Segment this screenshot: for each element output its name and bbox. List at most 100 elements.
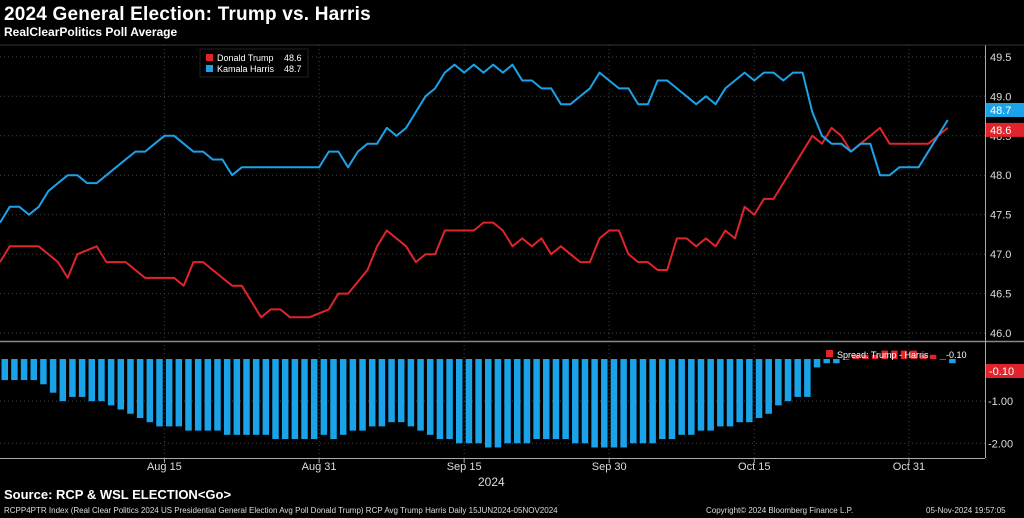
spread-bar — [765, 359, 772, 414]
spread-bar — [920, 354, 927, 360]
spread-bar — [630, 359, 637, 444]
spread-bar — [697, 359, 705, 431]
bottom-y-tick-label: -1.00 — [988, 396, 1013, 408]
spread-bar — [707, 359, 714, 431]
spread-bar — [581, 359, 589, 444]
spread-bar — [117, 359, 125, 410]
series-line — [0, 126, 949, 319]
spread-bar — [900, 350, 908, 360]
spread-bar — [165, 359, 173, 427]
bottom-y-tick-label: -2.00 — [988, 438, 1013, 450]
legend-value-spread: -0.10 — [946, 350, 967, 360]
spread-bar — [252, 359, 260, 435]
spread-bar — [175, 359, 183, 427]
x-tick-label: Aug 31 — [302, 461, 337, 473]
spread-bar — [49, 359, 57, 393]
spread-bar — [639, 359, 647, 444]
spread-bars — [1, 350, 956, 448]
last-value-tag — [986, 102, 1024, 117]
spread-bar — [891, 350, 898, 360]
spread-bar — [678, 359, 685, 435]
spread-bar — [397, 359, 405, 423]
spread-bar — [330, 359, 337, 440]
spread-bar — [339, 359, 347, 435]
spread-bar — [494, 359, 502, 448]
legend-value-harris: 48.7 — [284, 64, 302, 74]
spread-bar — [446, 359, 453, 440]
spread-bar — [301, 359, 308, 440]
x-tick-label: Sep 30 — [592, 461, 627, 473]
spread-bar — [688, 359, 695, 435]
spread-bar — [842, 359, 850, 361]
last-value-tag — [986, 364, 1024, 378]
spread-bar — [523, 359, 531, 444]
spread-bar — [291, 359, 299, 440]
spread-bar — [504, 359, 511, 444]
x-tick-label: Oct 15 — [738, 461, 770, 473]
spread-bar — [136, 359, 144, 418]
spread-bar — [736, 359, 743, 423]
spread-bar — [591, 359, 598, 448]
spread-bar — [910, 350, 917, 360]
top-y-tick-label: 47.0 — [990, 249, 1011, 261]
spread-bar — [543, 359, 550, 440]
spread-bar — [852, 354, 859, 360]
spread-bar — [455, 359, 463, 444]
chart-subtitle: RealClearPolitics Poll Average — [4, 25, 178, 39]
spread-bar — [281, 359, 289, 440]
spread-bar — [359, 359, 366, 431]
spread-bar — [436, 359, 444, 440]
legend-swatch-trump — [206, 54, 213, 61]
axes-layer — [0, 44, 1024, 463]
spread-bar — [1, 359, 8, 381]
labels-layer: 46.046.547.047.548.048.549.049.5-1.00-2.… — [147, 52, 1024, 473]
legend-swatch-spread — [826, 350, 833, 357]
top-y-tick-label: 47.5 — [990, 210, 1011, 222]
spread-bar — [755, 359, 763, 418]
top-y-tick-label: 48.0 — [990, 170, 1011, 182]
chart-title: 2024 General Election: Trump vs. Harris — [4, 4, 371, 25]
spread-bar — [871, 354, 879, 360]
spread-bar — [533, 359, 540, 440]
last-value-label: 48.7 — [990, 105, 1011, 117]
spread-bar — [514, 359, 521, 444]
spread-bar — [833, 359, 840, 364]
spread-bar — [552, 359, 560, 440]
spread-bar — [310, 359, 318, 440]
spread-bar — [726, 359, 734, 427]
spread-bar — [59, 359, 67, 402]
legend-label-harris: Kamala Harris — [217, 64, 275, 74]
top-legend: Donald Trump 48.6 Kamala Harris 48.7 — [199, 48, 309, 78]
spread-bar — [20, 359, 28, 381]
spread-bar — [784, 359, 792, 402]
spread-bar — [320, 359, 328, 435]
spread-bar — [881, 350, 888, 360]
footer-description: RCPP4PTR Index (Real Clear Politics 2024… — [4, 506, 558, 515]
spread-bar — [194, 359, 202, 431]
spread-bar — [475, 359, 482, 444]
top-y-tick-label: 46.5 — [990, 289, 1011, 301]
spread-bar — [40, 359, 47, 385]
spread-bar — [649, 359, 656, 444]
legend-value-trump: 48.6 — [284, 53, 302, 63]
spread-bar — [601, 359, 608, 448]
spread-bar — [69, 359, 76, 397]
spread-bar — [214, 359, 221, 431]
spread-bar — [185, 359, 192, 431]
spread-bar — [98, 359, 105, 402]
spread-bar — [465, 359, 473, 444]
footer-copyright: Copyright© 2024 Bloomberg Finance L.P. — [706, 506, 854, 515]
spread-bar — [813, 359, 821, 368]
spread-bar — [610, 359, 618, 448]
spread-bar — [378, 359, 386, 427]
spread-bar — [223, 359, 231, 435]
last-value-label: 48.6 — [990, 125, 1011, 137]
spread-bar — [804, 359, 811, 397]
last-value-tag — [986, 122, 1024, 137]
spread-bar — [668, 359, 676, 440]
x-tick-label: Aug 15 — [147, 461, 182, 473]
spread-bar — [775, 359, 782, 406]
x-tick-label: Oct 31 — [893, 461, 925, 473]
spread-bar — [243, 359, 250, 435]
